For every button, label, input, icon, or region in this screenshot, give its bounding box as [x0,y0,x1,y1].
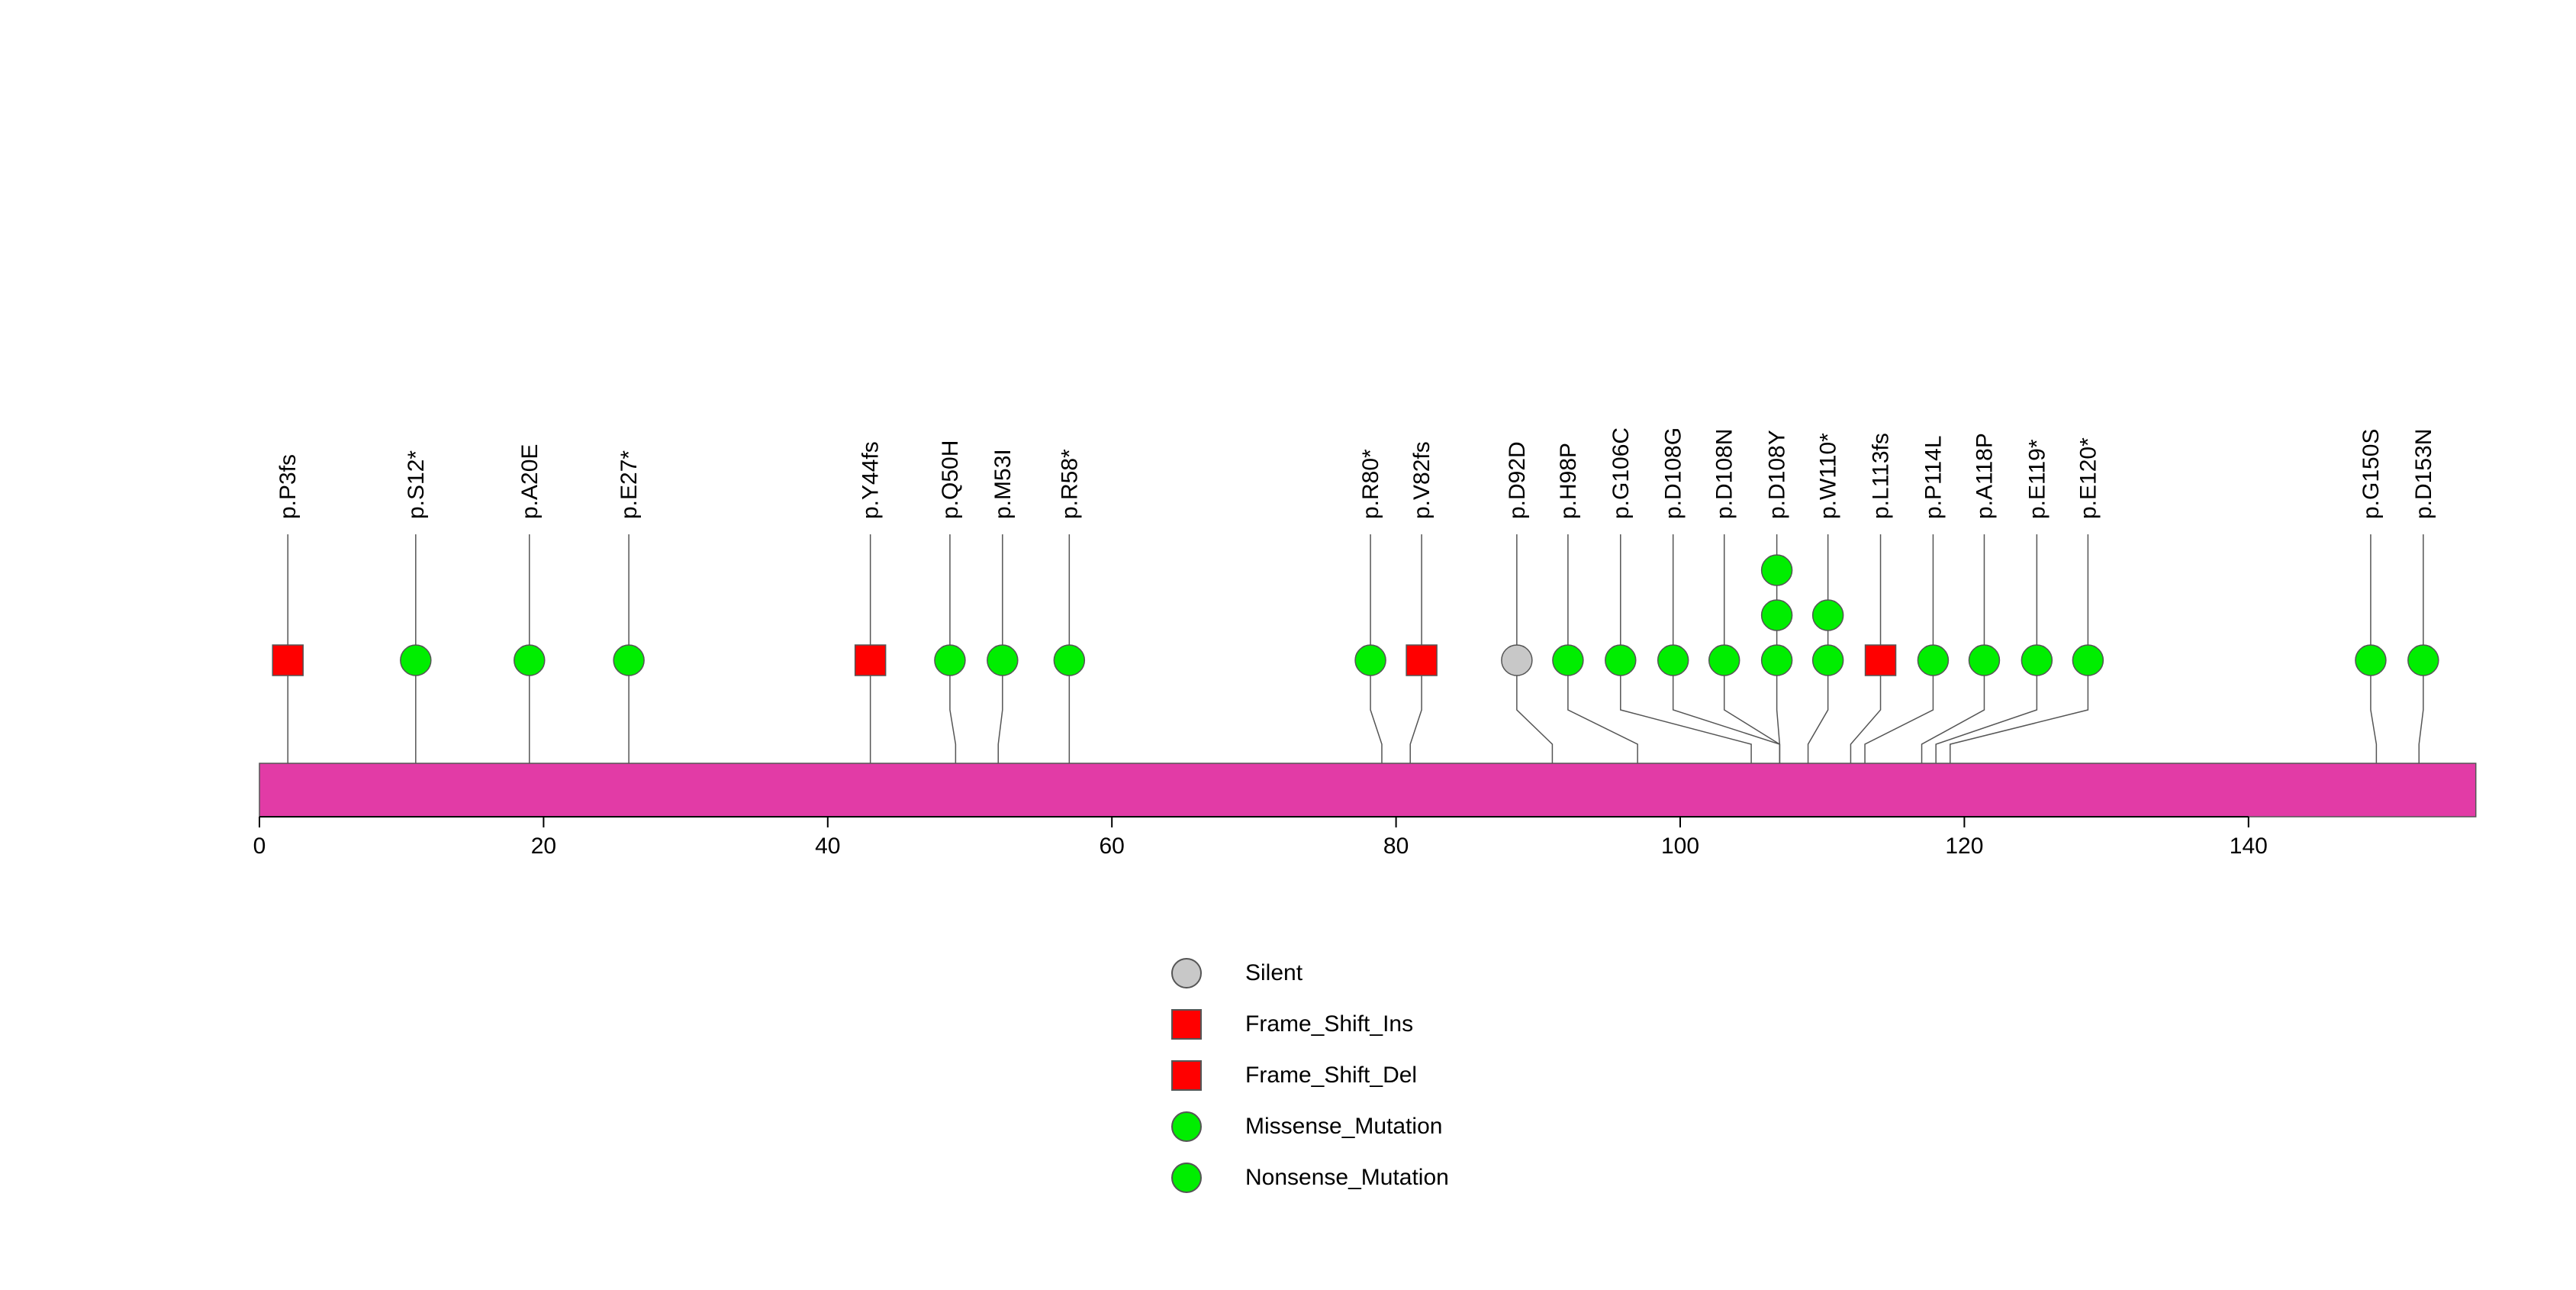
x-tick-label-20: 20 [531,834,556,859]
legend-symbol-frame-shift-ins [1171,1009,1202,1040]
legend-label-missense-mutation: Missense_Mutation [1245,1114,1443,1139]
marker-p-r80 [1354,644,1386,676]
mutation-label-p-a118p: p.A118P [1972,433,1997,519]
marker-p-d108g [1657,644,1689,676]
mutation-label-p-l113fs: p.L113fs [1869,433,1894,519]
marker-p-y44fs [854,644,887,676]
mutation-label-p-p114l: p.P114L [1921,435,1946,519]
x-tick-label-100: 100 [1661,834,1699,859]
x-tick-label-60: 60 [1100,834,1125,859]
mutation-label-p-g106c: p.G106C [1608,427,1634,519]
mutation-label-p-w110: p.W110* [1816,433,1841,519]
legend-symbol-missense-mutation [1171,1111,1202,1142]
legend-symbol-silent [1171,958,1202,988]
legend-symbol-nonsense-mutation [1171,1163,1202,1193]
mutation-label-p-d108g: p.D108G [1661,427,1686,519]
marker-p-p3fs [272,644,304,676]
marker-p-d153n [2407,644,2439,676]
marker-p-e120 [2072,644,2104,676]
mutation-label-p-r58: p.R58* [1057,449,1082,519]
legend-label-frame-shift-ins: Frame_Shift_Ins [1245,1011,1414,1037]
mutation-label-p-d92d: p.D92D [1505,441,1530,519]
mutation-label-p-d108y: p.D108Y [1765,430,1790,519]
mutation-label-p-p3fs: p.P3fs [275,454,301,519]
x-axis: 0 20 40 60 80 100 120 140 [253,816,2268,859]
legend-label-nonsense-mutation: Nonsense_Mutation [1245,1165,1449,1190]
marker-p-p114l [1917,644,1950,676]
legend-label-silent: Silent [1245,960,1303,985]
x-tick-label-140: 140 [2230,834,2268,859]
protein-domain-bar [259,763,2477,818]
marker-p-d108y-3 [1760,554,1793,586]
marker-p-w110 [1811,644,1844,676]
marker-p-m53i [987,644,1019,676]
marker-p-d108y [1760,644,1793,676]
marker-p-q50h [934,644,966,676]
mutation-label-p-d108n: p.D108N [1712,429,1737,519]
mutation-label-p-a20e: p.A20E [517,444,543,519]
mutation-label-p-y44fs: p.Y44fs [858,441,884,519]
x-tick-label-80: 80 [1383,834,1409,859]
marker-p-a118p [1968,644,2001,676]
mutation-label-p-s12: p.S12* [404,450,429,519]
marker-p-e119 [2021,644,2053,676]
mutation-label-p-e119: p.E119* [2024,439,2050,519]
marker-p-l113fs [1864,644,1897,676]
marker-p-w110-2 [1811,599,1844,631]
mutation-label-p-e120: p.E120* [2075,437,2101,519]
mutation-markers [272,554,2439,676]
marker-p-e27 [613,644,645,676]
mutation-label-p-q50h: p.Q50H [938,440,963,519]
marker-p-d108n [1708,644,1740,676]
mutation-label-p-h98p: p.H98P [1556,443,1581,519]
mutation-label-p-d153n: p.D153N [2411,429,2436,519]
x-tick-label-40: 40 [815,834,840,859]
marker-p-r58 [1053,644,1086,676]
marker-p-g106c [1605,644,1637,676]
x-tick-label-0: 0 [253,834,266,859]
marker-p-h98p [1552,644,1584,676]
mutation-label-p-g150s: p.G150S [2359,429,2384,519]
marker-p-s12 [400,644,432,676]
mutation-label-p-v82fs: p.V82fs [1409,441,1435,519]
x-tick-label-120: 120 [1945,834,1983,859]
legend-label-frame-shift-del: Frame_Shift_Del [1245,1063,1418,1088]
mutation-label-p-m53i: p.M53I [990,449,1016,519]
mutation-label-p-e27: p.E27* [617,450,642,519]
marker-p-d108y-2 [1760,599,1793,631]
marker-p-a20e [514,644,546,676]
legend-symbol-frame-shift-del [1171,1060,1202,1091]
marker-p-g150s [2355,644,2387,676]
marker-p-d92d [1501,644,1533,676]
mutation-label-p-r80: p.R80* [1358,449,1383,519]
mutation-labels: p.P3fs p.S12* p.A20E p.E27* p.Y44fs p.Q50H p.M… [275,427,2436,519]
marker-p-v82fs [1406,644,1438,676]
